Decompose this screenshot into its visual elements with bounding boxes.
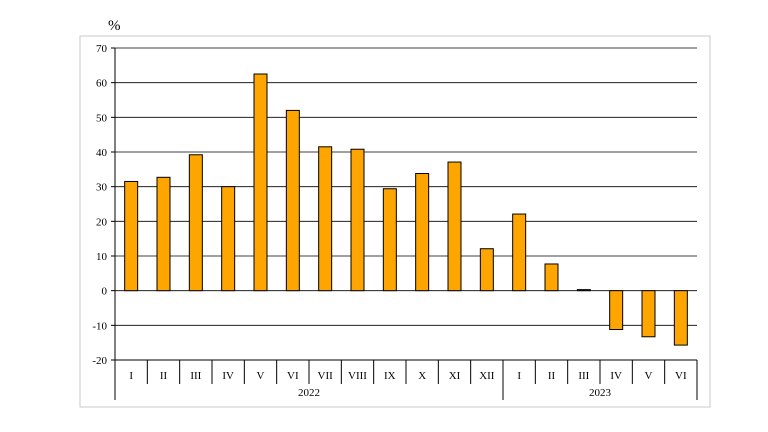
x-tick-label: I	[517, 370, 521, 382]
bar	[253, 73, 268, 292]
x-tick-label: II	[548, 370, 556, 382]
bar	[221, 186, 236, 292]
y-tick-label: -20	[92, 355, 107, 367]
bar	[156, 176, 171, 292]
bar	[576, 289, 591, 292]
x-tick-label: VI	[675, 370, 687, 382]
x-tick-label: VI	[287, 370, 299, 382]
y-tick-label: 40	[96, 147, 108, 159]
bar	[318, 146, 333, 292]
y-tick-label: -10	[92, 320, 107, 332]
x-tick-label: X	[418, 370, 426, 382]
x-tick-label: VII	[318, 370, 334, 382]
x-tick-label: IV	[222, 370, 234, 382]
x-tick-label: V	[257, 370, 265, 382]
axes	[111, 47, 698, 400]
y-axis-unit-label: %	[108, 18, 121, 34]
bar	[350, 148, 365, 292]
y-tick-label: 30	[96, 182, 108, 194]
x-tick-label: II	[160, 370, 168, 382]
bar	[124, 180, 139, 292]
y-tick-label: 60	[96, 78, 108, 90]
x-tick-label: IV	[610, 370, 622, 382]
bar	[479, 248, 494, 292]
x-tick-label: XII	[479, 370, 495, 382]
bar	[609, 290, 624, 330]
y-tick-label: 0	[102, 286, 108, 298]
bar	[415, 172, 430, 292]
bar	[512, 213, 527, 292]
bar	[188, 154, 203, 292]
x-tick-label: V	[645, 370, 653, 382]
bar	[285, 109, 300, 292]
x-tick-label: III	[190, 370, 201, 382]
y-tick-label: 50	[96, 112, 108, 124]
bar	[447, 161, 462, 292]
x-tick-label: IX	[384, 370, 396, 382]
bar	[673, 290, 688, 346]
y-tick-label: 10	[96, 251, 108, 263]
year-label: 2023	[589, 387, 612, 399]
x-tick-label: XI	[449, 370, 461, 382]
bars	[124, 73, 688, 346]
x-tick-label: III	[578, 370, 589, 382]
bar	[641, 290, 656, 338]
y-tick-label: 70	[96, 43, 108, 55]
y-tick-label: 20	[96, 216, 108, 228]
x-tick-label: I	[129, 370, 133, 382]
x-tick-label: VIII	[348, 370, 367, 382]
bar	[544, 263, 559, 292]
year-label: 2022	[298, 387, 320, 399]
bar	[382, 188, 397, 292]
